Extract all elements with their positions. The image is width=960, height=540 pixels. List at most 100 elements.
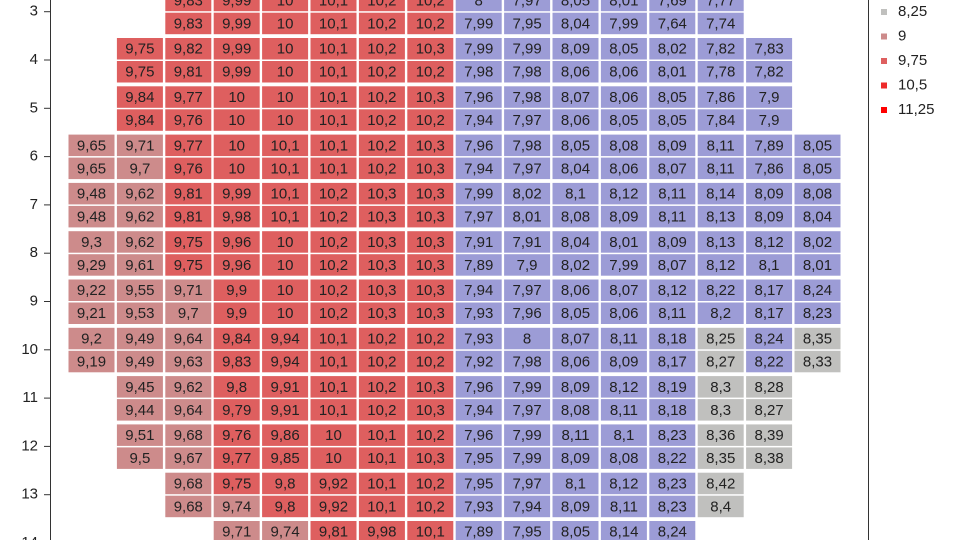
cell-label: 9,7 (178, 305, 199, 322)
cell-half (697, 376, 744, 398)
cell-half (649, 399, 696, 421)
cell-half (552, 327, 599, 350)
cell-label: 10,1 (270, 137, 299, 154)
cell-half (310, 279, 357, 301)
cell-half (213, 86, 260, 108)
cell-label: 8,1 (565, 475, 586, 492)
cell-label: 7,95 (512, 524, 541, 540)
cell-label: 8,12 (609, 186, 638, 203)
cell-label: 10,1 (319, 64, 348, 81)
cell-label: 8,35 (803, 331, 832, 348)
cell-label: 8,01 (609, 0, 638, 9)
cell-label: 10,1 (319, 379, 348, 396)
cell-half (552, 157, 599, 180)
cell-half (213, 134, 260, 157)
cell-half (600, 0, 647, 12)
cell-half (746, 327, 793, 350)
cell-label: 7,94 (512, 498, 541, 515)
cell-half (455, 521, 502, 540)
cell-half (504, 0, 551, 12)
cell-half (504, 86, 551, 108)
cell-half (746, 447, 793, 469)
cell-half (165, 157, 212, 180)
cell-half (310, 231, 357, 253)
cell-label: 10,3 (367, 209, 396, 226)
cell-label: 7,96 (464, 379, 493, 396)
y-tick-label: 9 (30, 292, 38, 309)
cell-label: 7,95 (512, 15, 541, 32)
cell-half (310, 157, 357, 180)
cell-label: 7,98 (512, 137, 541, 154)
cell-half (262, 327, 309, 350)
cell-label: 10,2 (367, 402, 396, 419)
cell-label: 8,07 (561, 331, 590, 348)
cell-label: 8,12 (754, 234, 783, 251)
cell-label: 7,98 (512, 89, 541, 106)
cell-half (552, 447, 599, 469)
cell-label: 9,44 (125, 402, 154, 419)
cell-label: 9,21 (77, 305, 106, 322)
cell-label: 8,17 (754, 282, 783, 299)
cell-label: 8,35 (706, 450, 735, 467)
cell-label: 8,1 (613, 427, 634, 444)
cell-half (600, 86, 647, 108)
cell-half (407, 0, 454, 12)
cell-label: 10 (277, 64, 294, 81)
cell-half (504, 376, 551, 398)
cell-label: 8,08 (609, 450, 638, 467)
cell-label: 8,11 (610, 331, 638, 348)
cell-half (794, 302, 841, 324)
cell-label: 8,11 (658, 305, 686, 322)
cell-half (600, 12, 647, 35)
cell-label: 10,3 (367, 186, 396, 203)
y-tick-label: 11 (22, 389, 38, 406)
cell-label: 10 (277, 305, 294, 322)
cell-label: 9,75 (174, 234, 203, 251)
cell-half (358, 134, 405, 157)
cell-label: 8,02 (512, 186, 541, 203)
cell-half (262, 350, 309, 373)
cell-half (600, 231, 647, 253)
cell-half (649, 472, 696, 495)
cell-label: 10,1 (319, 402, 348, 419)
cell-half (649, 38, 696, 60)
cell-label: 10,2 (416, 475, 445, 492)
cell-label: 8,05 (561, 0, 590, 9)
cell-label: 10 (228, 89, 245, 106)
cell-label: 9,51 (125, 427, 154, 444)
cell-half (697, 12, 744, 35)
cell-half (165, 327, 212, 350)
cell-label: 8,12 (609, 475, 638, 492)
cell-half (746, 424, 793, 446)
cell-label: 8,01 (609, 234, 638, 251)
cell-half (358, 12, 405, 35)
cell-half (68, 327, 115, 350)
cell-half (310, 424, 357, 446)
cell-half (68, 231, 115, 253)
cell-half (552, 182, 599, 205)
cell-half (262, 182, 309, 205)
cell-label: 9,99 (222, 15, 251, 32)
cell-label: 9,19 (77, 354, 106, 371)
cell-label: 9,94 (270, 331, 299, 348)
cell-label: 9,75 (125, 64, 154, 81)
cell-half (213, 254, 260, 276)
cell-half (552, 12, 599, 35)
cell-half (213, 38, 260, 60)
cell-half (600, 327, 647, 350)
cell-label: 10,2 (367, 112, 396, 129)
cell-half (600, 182, 647, 205)
cell-label: 8,01 (512, 209, 541, 226)
cell-half (455, 134, 502, 157)
cell-label: 7,82 (754, 64, 783, 81)
cell-label: 9,49 (125, 331, 154, 348)
cell-half (68, 134, 115, 157)
cell-half (697, 399, 744, 421)
cell-half (552, 205, 599, 228)
cell-label: 10,3 (367, 234, 396, 251)
cell-half (697, 231, 744, 253)
cell-label: 7,93 (464, 331, 493, 348)
cell-label: 10,3 (416, 209, 445, 226)
cell-half (455, 38, 502, 60)
cell-label: 7,93 (464, 498, 493, 515)
